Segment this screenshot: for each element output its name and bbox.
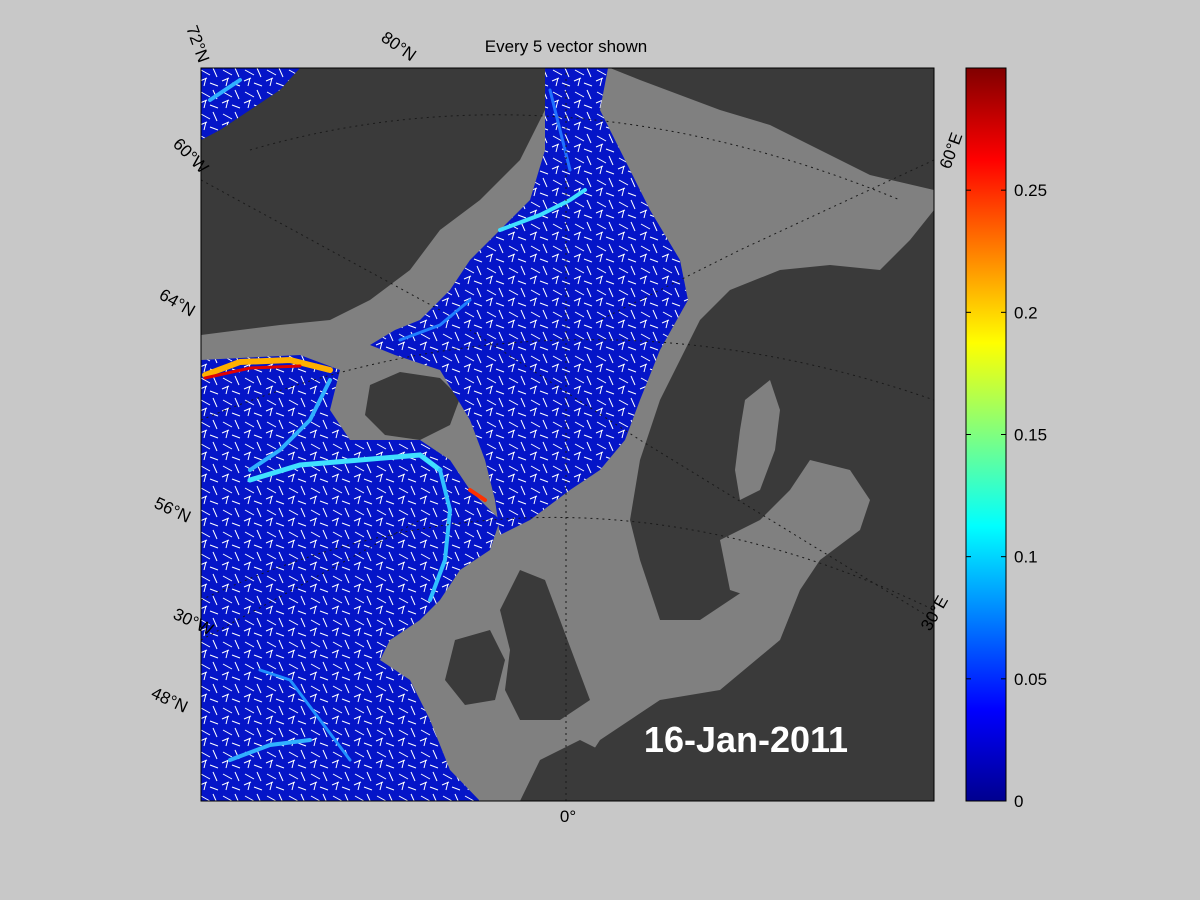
- iceland-land: [365, 372, 460, 440]
- lat-label-56n: 56°N: [151, 493, 193, 526]
- current-streaks: [202, 78, 587, 762]
- svalbard-region-land: [610, 68, 934, 190]
- colorbar-tick-label: 0.25: [1014, 181, 1047, 200]
- chart-title: Every 5 vector shown: [485, 37, 648, 56]
- lat-label-72n: 72°N: [182, 23, 213, 65]
- colorbar-tick-label: 0.2: [1014, 303, 1038, 322]
- baltic-sea: [720, 460, 870, 600]
- colorbar-tick-label: 0: [1014, 792, 1023, 811]
- colorbar-gradient: [965, 67, 1007, 802]
- lon-label-80n: 80°N: [378, 28, 420, 65]
- colorbar-ticks: 0 0.05 0.1 0.15 0.2 0.25: [966, 181, 1047, 811]
- vectors-labrador: [201, 68, 300, 140]
- gulf-of-bothnia: [735, 380, 780, 500]
- lat-label-64n: 64°N: [156, 285, 198, 320]
- lon-label-60e: 60°E: [936, 130, 967, 171]
- greenland-land: [201, 68, 560, 335]
- vectors-atlantic: [201, 355, 500, 801]
- lat-label-48n: 48°N: [148, 683, 190, 716]
- colorbar-tick-label: 0.15: [1014, 426, 1047, 445]
- colorbar-tick-label: 0.1: [1014, 548, 1038, 567]
- vectors-nordic: [370, 68, 688, 535]
- britain-land: [500, 570, 590, 720]
- ireland-land: [445, 630, 505, 705]
- colorbar-tick-label: 0.05: [1014, 670, 1047, 689]
- date-label: 16-Jan-2011: [644, 719, 848, 760]
- map-frame: [200, 67, 935, 802]
- lon-label-0: 0°: [560, 807, 576, 826]
- scandinavia-russia-land: [560, 210, 934, 801]
- europe-coast-land: [520, 740, 620, 801]
- graticule: [201, 68, 934, 801]
- map-panel: [201, 68, 934, 801]
- colorbar: 0 0.05 0.1 0.15 0.2 0.25: [965, 67, 1047, 811]
